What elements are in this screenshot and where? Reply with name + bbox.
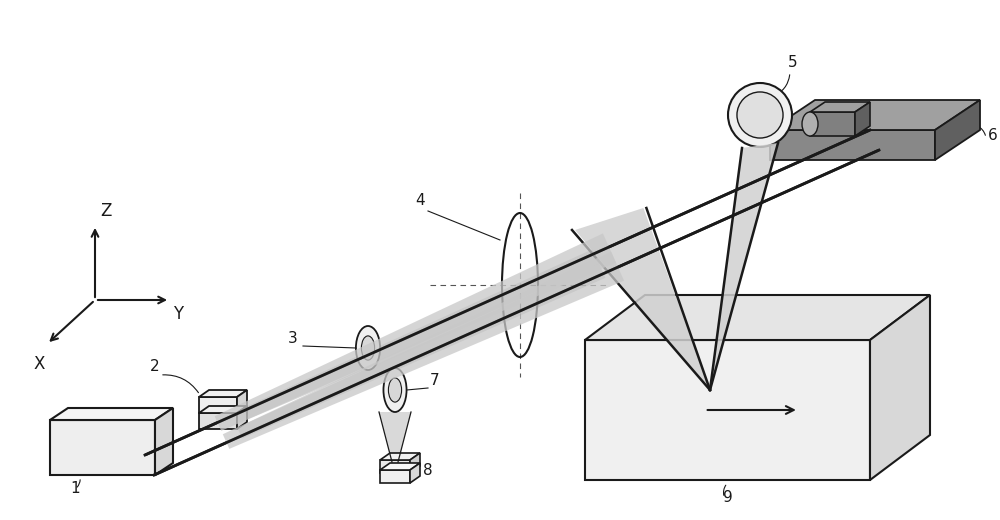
Polygon shape [380, 470, 410, 483]
Polygon shape [237, 390, 247, 413]
Polygon shape [199, 406, 247, 413]
Polygon shape [585, 295, 930, 340]
Ellipse shape [361, 336, 375, 360]
Ellipse shape [383, 368, 407, 412]
Polygon shape [575, 208, 710, 390]
Circle shape [737, 92, 783, 138]
Polygon shape [231, 249, 599, 424]
Polygon shape [810, 102, 870, 112]
Polygon shape [710, 143, 778, 390]
Polygon shape [379, 412, 411, 462]
Text: 8: 8 [423, 463, 433, 478]
Text: 1: 1 [70, 481, 80, 496]
Polygon shape [50, 420, 155, 475]
Polygon shape [223, 252, 624, 449]
Polygon shape [199, 397, 237, 413]
Polygon shape [380, 453, 420, 460]
Ellipse shape [802, 112, 818, 136]
Text: 3: 3 [288, 331, 298, 346]
Ellipse shape [356, 326, 380, 370]
Polygon shape [199, 413, 237, 429]
Ellipse shape [388, 378, 402, 402]
Polygon shape [770, 130, 935, 160]
Polygon shape [215, 233, 616, 431]
Polygon shape [410, 463, 420, 483]
Circle shape [728, 83, 792, 147]
Polygon shape [870, 295, 930, 480]
Text: 2: 2 [150, 359, 160, 374]
Text: 4: 4 [415, 193, 425, 208]
Polygon shape [855, 102, 870, 136]
Polygon shape [380, 460, 410, 473]
Text: 6: 6 [988, 128, 998, 143]
Polygon shape [935, 100, 980, 160]
Text: 5: 5 [788, 55, 798, 70]
Polygon shape [50, 408, 173, 420]
Polygon shape [380, 463, 420, 470]
Text: Z: Z [100, 202, 111, 220]
Polygon shape [770, 100, 980, 130]
Polygon shape [155, 408, 173, 475]
Polygon shape [199, 390, 247, 397]
Text: Y: Y [173, 305, 183, 323]
Polygon shape [410, 453, 420, 473]
Polygon shape [237, 263, 605, 438]
Polygon shape [585, 340, 870, 480]
Text: 7: 7 [430, 373, 440, 388]
Text: 9: 9 [722, 490, 732, 505]
Text: X: X [33, 355, 44, 373]
Polygon shape [237, 406, 247, 429]
Polygon shape [810, 112, 855, 136]
